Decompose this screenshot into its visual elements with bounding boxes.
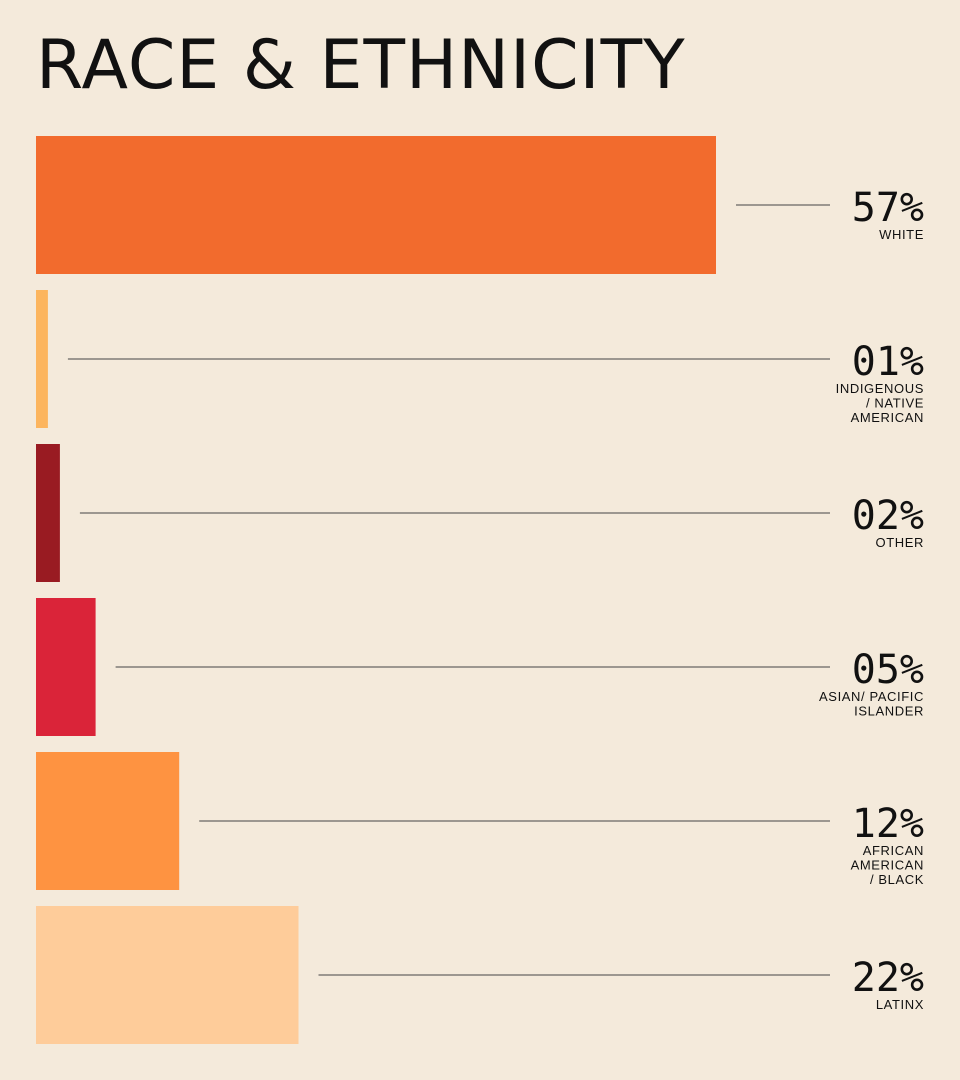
- value-label-white: 57%: [852, 185, 924, 231]
- category-label-african-american-black: / BLACK: [870, 872, 924, 887]
- chart-title: RACE & ETHNICITY: [36, 26, 686, 105]
- bar-asian-pacific-islander: [36, 598, 96, 736]
- category-label-indigenous-native-american: / NATIVE: [866, 396, 924, 411]
- category-label-latinx: LATINX: [876, 997, 924, 1012]
- category-label-asian-pacific-islander: ASIAN/ PACIFIC: [819, 689, 924, 704]
- value-label-african-american-black: 12%: [852, 801, 924, 847]
- category-label-african-american-black: AMERICAN: [851, 858, 924, 873]
- value-label-latinx: 22%: [852, 955, 924, 1001]
- bar-latinx: [36, 906, 299, 1044]
- category-label-indigenous-native-american: INDIGENOUS: [836, 381, 924, 396]
- category-label-white: WHITE: [879, 227, 924, 242]
- bar-indigenous-native-american: [36, 290, 48, 428]
- bar-african-american-black: [36, 752, 180, 890]
- bar-white: [36, 136, 716, 274]
- category-label-african-american-black: AFRICAN: [863, 843, 924, 858]
- category-label-indigenous-native-american: AMERICAN: [851, 410, 924, 425]
- value-label-asian-pacific-islander: 05%: [852, 647, 924, 693]
- value-label-indigenous-native-american: 01%: [852, 339, 924, 385]
- bar-other: [36, 444, 60, 582]
- category-label-asian-pacific-islander: ISLANDER: [854, 704, 924, 719]
- value-label-other: 02%: [852, 493, 924, 539]
- category-label-other: OTHER: [876, 535, 925, 550]
